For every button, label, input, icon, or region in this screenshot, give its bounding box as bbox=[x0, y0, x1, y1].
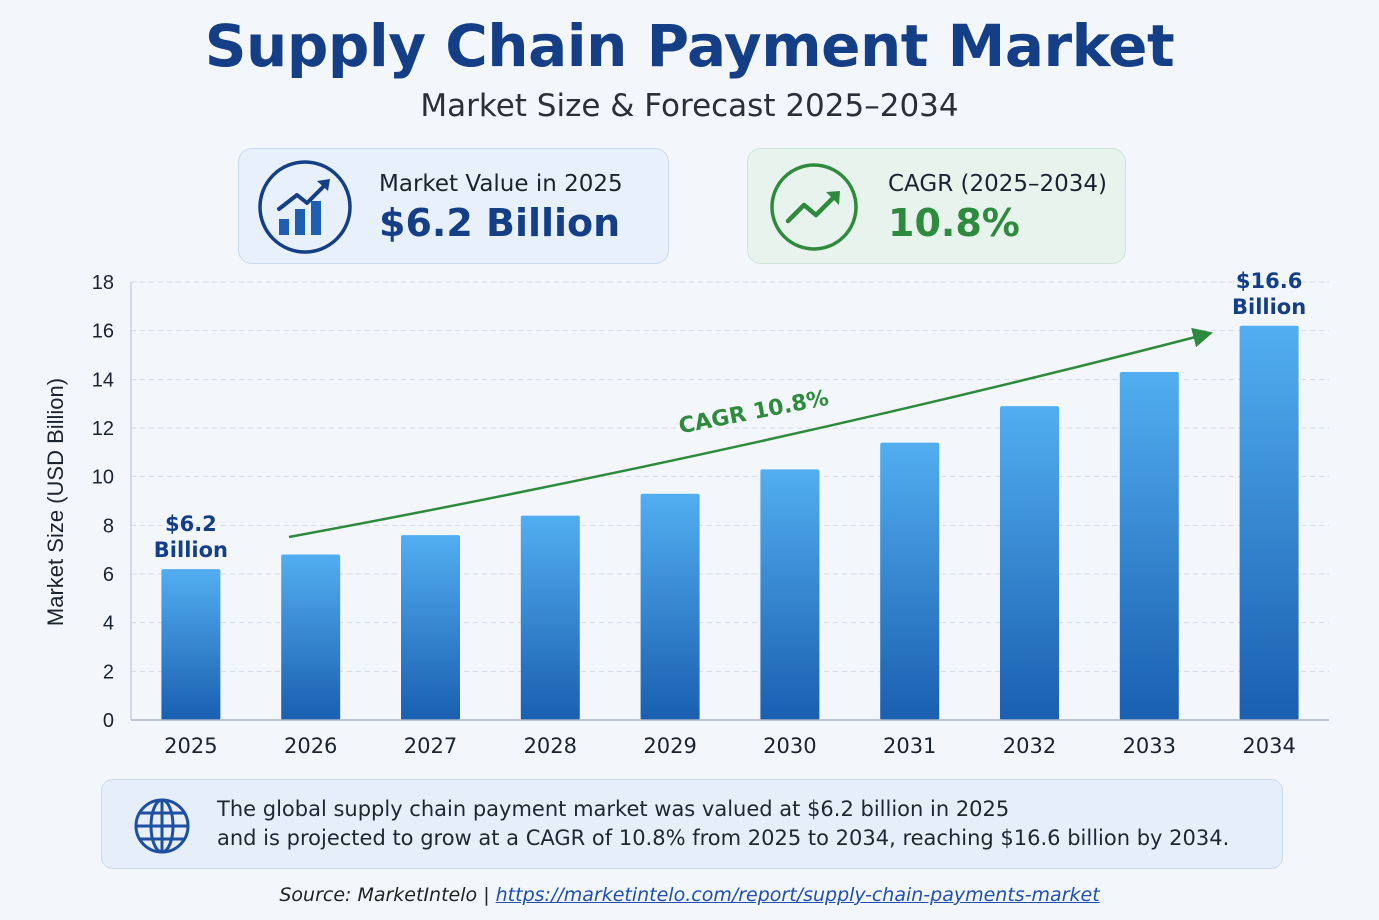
source-separator: | bbox=[483, 884, 490, 906]
y-tick-label: 4 bbox=[103, 613, 114, 635]
y-tick-label: 8 bbox=[103, 515, 114, 537]
summary-line-2: and is projected to grow at a CAGR of 10… bbox=[217, 826, 1230, 850]
data-label-2034: Billion bbox=[1232, 295, 1306, 319]
x-tick-label: 2030 bbox=[763, 734, 816, 758]
page-subtitle: Market Size & Forecast 2025–2034 bbox=[420, 88, 959, 124]
globe-icon bbox=[134, 798, 190, 854]
source-link[interactable]: https://marketintelo.com/report/supply-c… bbox=[495, 884, 1100, 906]
x-tick-label: 2033 bbox=[1123, 734, 1176, 758]
bar-2031 bbox=[880, 442, 940, 720]
y-tick-label: 16 bbox=[92, 321, 114, 343]
bar-2034 bbox=[1239, 325, 1299, 720]
kpi-cagr-value: 10.8% bbox=[888, 201, 1020, 245]
bar-2028 bbox=[520, 515, 580, 720]
summary-note: The global supply chain payment market w… bbox=[101, 779, 1283, 869]
y-tick-label: 14 bbox=[92, 369, 114, 391]
data-label-2034: $16.6 bbox=[1236, 269, 1302, 293]
summary-line-1: The global supply chain payment market w… bbox=[217, 797, 1010, 821]
y-tick-label: 10 bbox=[92, 467, 114, 489]
bar-2026 bbox=[281, 554, 341, 720]
bar-2033 bbox=[1119, 372, 1179, 720]
bar-2025 bbox=[161, 569, 221, 720]
y-tick-label: 18 bbox=[92, 272, 114, 294]
y-tick-label: 0 bbox=[103, 710, 114, 732]
kpi-card-market-value: Market Value in 2025 $6.2 Billion bbox=[238, 148, 669, 264]
data-label-2025: Billion bbox=[154, 538, 228, 562]
x-tick-label: 2025 bbox=[164, 734, 217, 758]
kpi-market-value-label: Market Value in 2025 bbox=[379, 171, 623, 197]
page-title: Supply Chain Payment Market bbox=[204, 12, 1175, 80]
bar-chart-trend-icon bbox=[258, 160, 352, 254]
cagr-trend-arrow bbox=[288, 327, 1213, 539]
kpi-market-value-value: $6.2 Billion bbox=[379, 201, 621, 245]
x-tick-label: 2029 bbox=[643, 734, 696, 758]
source-line: Source: MarketIntelo | https://marketint… bbox=[0, 884, 1379, 906]
y-tick-label: 12 bbox=[92, 418, 114, 440]
bar-2027 bbox=[401, 535, 460, 720]
x-tick-label: 2026 bbox=[284, 734, 337, 758]
y-axis-title: Market Size (USD Billion) bbox=[43, 378, 68, 626]
bar-2030 bbox=[760, 469, 820, 720]
x-tick-label: 2031 bbox=[883, 734, 936, 758]
trend-up-arrow-icon bbox=[770, 163, 858, 251]
bar-2029 bbox=[640, 493, 700, 720]
x-tick-label: 2028 bbox=[524, 734, 577, 758]
x-tick-label: 2027 bbox=[404, 734, 457, 758]
x-tick-label: 2032 bbox=[1003, 734, 1056, 758]
x-tick-label: 2034 bbox=[1242, 734, 1295, 758]
source-label: Source: MarketIntelo bbox=[279, 884, 478, 906]
y-tick-label: 2 bbox=[103, 661, 114, 683]
y-tick-label: 6 bbox=[103, 564, 114, 586]
data-label-2025: $6.2 bbox=[165, 512, 217, 536]
kpi-cagr-label: CAGR (2025–2034) bbox=[888, 171, 1108, 197]
bar-2032 bbox=[1000, 406, 1059, 720]
kpi-card-cagr: CAGR (2025–2034) 10.8% bbox=[747, 148, 1126, 264]
